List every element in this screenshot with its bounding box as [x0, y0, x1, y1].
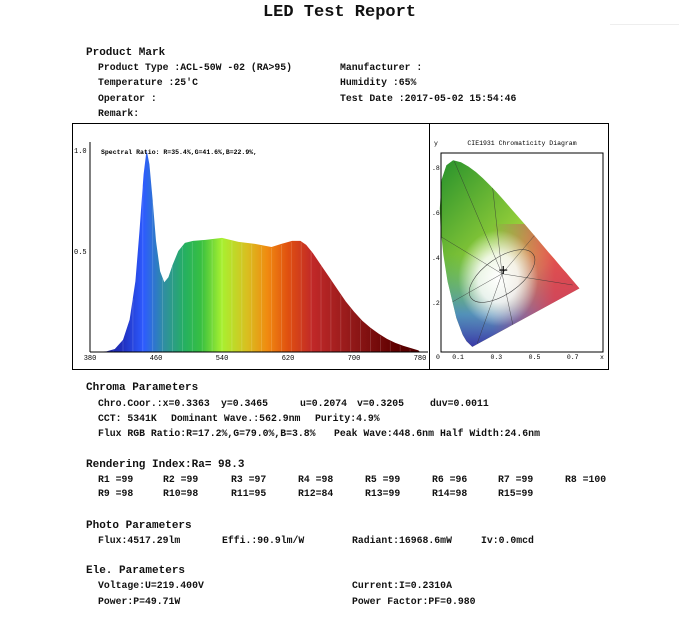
color-rendering-index-5: R5 =99: [365, 474, 401, 485]
rendering-heading: Rendering Index:Ra= 98.3: [86, 459, 245, 471]
chroma-heading: Chroma Parameters: [86, 382, 199, 394]
product-mark-heading: Product Mark: [86, 47, 166, 59]
ele-heading: Ele. Parameters: [86, 565, 186, 577]
color-rendering-index-14: R14=98: [432, 488, 468, 499]
product-type: Product Type :ACL-50W -02 (RA>95): [98, 62, 293, 73]
x-tick-label: 540: [216, 355, 229, 363]
color-rendering-index-15: R15=99: [498, 488, 534, 499]
spectral-ratio-label: Spectral Ratio: R=35.4%,G=41.6%,B=22.9%,: [101, 149, 257, 156]
x-tick-label: 0.1: [452, 354, 464, 361]
spectrum-chart: 380 460 540 620 700 780 1.0 0.5 Spectral Ratio: …: [74, 142, 428, 363]
color-rendering-index-6: R6 =96: [432, 474, 468, 485]
color-rendering-index-8: R8 =100: [565, 474, 607, 485]
cie-locus-fill: [439, 160, 580, 347]
color-rendering-index-3: R3 =97: [231, 474, 267, 485]
x-tick-label: 0.3: [490, 354, 502, 361]
y-tick-label: .4: [432, 255, 440, 262]
manufacturer: Manufacturer :: [340, 62, 423, 73]
color-rendering-index-11: R11=95: [231, 488, 267, 499]
photo-heading: Photo Parameters: [86, 520, 192, 532]
temperature: Temperature :25'C: [98, 77, 198, 88]
radiant: Radiant:16968.6mW: [352, 535, 452, 546]
y-tick-label: .6: [432, 210, 440, 217]
cie-title: CIE1931 Chromaticity Diagram: [467, 140, 576, 147]
color-rendering-index-10: R10=98: [163, 488, 199, 499]
color-rendering-index-2: R2 =99: [163, 474, 199, 485]
chroma-duv: duv=0.0011: [430, 398, 489, 409]
spectrum-area: [90, 150, 420, 352]
y-tick-label: .2: [432, 300, 440, 307]
color-rendering-index-9: R9 =98: [98, 488, 134, 499]
x-axis-label: x: [600, 354, 604, 361]
cct: CCT: 5341K: [98, 413, 157, 424]
flux-rgb-ratio: Flux RGB Ratio:R=17.2%,G=79.0%,B=3.8%: [98, 428, 316, 439]
color-region-boundary: [468, 249, 536, 303]
color-region-boundary: [454, 161, 503, 274]
operator: Operator :: [98, 93, 157, 104]
dominant-wave: Dominant Wave.:562.9nm: [171, 413, 301, 424]
x-tick-label: 460: [150, 355, 163, 363]
y-tick-label: .8: [432, 165, 440, 172]
x-tick-label: 620: [282, 355, 295, 363]
color-rendering-index-13: R13=99: [365, 488, 401, 499]
y-tick-label: 1.0: [74, 148, 87, 156]
remark: Remark:: [98, 108, 140, 119]
chroma-u: u=0.2074: [300, 398, 348, 409]
purity: Purity:4.9%: [315, 413, 380, 424]
report-title: LED Test Report: [262, 3, 417, 22]
color-rendering-index-7: R7 =99: [498, 474, 534, 485]
color-region-boundary: [501, 235, 535, 274]
x-tick-label: 0: [436, 354, 440, 361]
color-region-boundary: [439, 235, 503, 274]
power: Power:P=49.71W: [98, 596, 181, 607]
efficacy: Effi.:90.9lm/W: [222, 535, 305, 546]
color-rendering-index-4: R4 =98: [298, 474, 334, 485]
y-axis-label: y: [434, 140, 438, 147]
top-bar: [610, 0, 679, 25]
color-rendering-index-12: R12=84: [298, 488, 334, 499]
color-region-boundary: [492, 185, 503, 274]
chroma-x: Chro.Coor.:x=0.3363: [98, 398, 210, 409]
current: Current:I=0.2310A: [352, 580, 452, 591]
flux: Flux:4517.29lm: [98, 535, 181, 546]
x-tick-label: 780: [414, 355, 427, 363]
cie-chart: y CIE1931 Chromaticity Diagram x 0 0.1 0.3 0.5…: [429, 124, 604, 369]
x-tick-label: 0.7: [567, 354, 579, 361]
peak-wave: Peak Wave:448.6nm: [334, 428, 434, 439]
charts-panel: 380 460 540 620 700 780 1.0 0.5 Spectral Ratio: …: [72, 123, 609, 370]
half-width: Half Width:24.6nm: [440, 428, 540, 439]
cie-plot-frame: [440, 152, 604, 353]
chromaticity-point-marker: [499, 266, 508, 275]
voltage: Voltage:U=219.400V: [98, 580, 204, 591]
y-tick-label: 0.5: [74, 249, 87, 257]
chroma-v: v=0.3205: [357, 398, 405, 409]
color-region-boundary: [501, 273, 573, 286]
chroma-y: y=0.3465: [221, 398, 269, 409]
x-tick-label: 380: [84, 355, 97, 363]
iv: Iv:0.0mcd: [481, 535, 534, 546]
color-rendering-index-1: R1 =99: [98, 474, 134, 485]
x-tick-label: 0.5: [529, 354, 541, 361]
test-date: Test Date :2017-05-02 15:54:46: [340, 93, 517, 104]
x-tick-label: 700: [348, 355, 361, 363]
color-region-boundary: [477, 273, 503, 344]
humidity: Humidity :65%: [340, 77, 417, 88]
color-region-boundary: [450, 273, 503, 304]
power-factor: Power Factor:PF=0.980: [352, 596, 476, 607]
